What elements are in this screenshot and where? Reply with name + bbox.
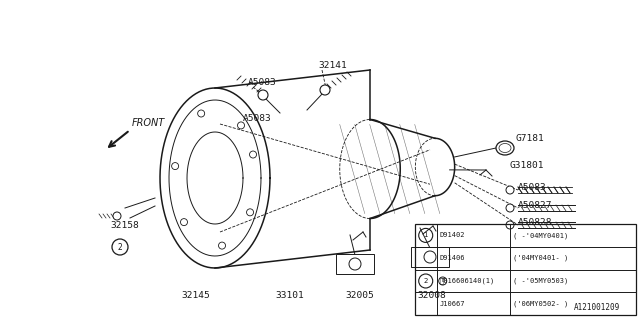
Text: 2: 2 (424, 278, 428, 284)
Text: A5083: A5083 (243, 114, 272, 123)
Text: A5083: A5083 (518, 182, 547, 191)
Text: 1: 1 (428, 254, 432, 260)
Text: FRONT: FRONT (132, 118, 165, 128)
Text: D91406: D91406 (440, 255, 465, 261)
Text: A50828: A50828 (518, 218, 552, 227)
Text: 2: 2 (118, 243, 122, 252)
Text: 32141: 32141 (318, 60, 347, 69)
Circle shape (506, 186, 514, 194)
Text: ('06MY0502- ): ('06MY0502- ) (513, 300, 568, 307)
Text: A5083: A5083 (248, 77, 276, 86)
Text: 1: 1 (424, 232, 428, 238)
Circle shape (113, 212, 121, 220)
Text: ( -'04MY0401): ( -'04MY0401) (513, 232, 568, 239)
Text: Ⓑ016606140(1): Ⓑ016606140(1) (440, 278, 495, 284)
Text: 32145: 32145 (182, 291, 211, 300)
Text: ('04MY0401- ): ('04MY0401- ) (513, 255, 568, 261)
Text: A121001209: A121001209 (573, 303, 620, 312)
Ellipse shape (496, 141, 514, 155)
Text: B: B (441, 278, 444, 284)
Circle shape (258, 90, 268, 100)
Text: 1: 1 (353, 261, 357, 267)
Text: ( -'05MY0503): ( -'05MY0503) (513, 278, 568, 284)
Bar (415, 224, 636, 315)
Text: 32008: 32008 (418, 291, 446, 300)
Circle shape (506, 221, 514, 229)
FancyBboxPatch shape (411, 247, 449, 267)
FancyBboxPatch shape (336, 254, 374, 274)
Circle shape (320, 85, 330, 95)
Text: 32005: 32005 (346, 291, 374, 300)
Circle shape (506, 204, 514, 212)
Text: D91402: D91402 (440, 232, 465, 238)
Text: 32158: 32158 (110, 220, 139, 229)
Text: A50827: A50827 (518, 201, 552, 210)
Text: G31801: G31801 (510, 161, 545, 170)
Text: 33101: 33101 (276, 291, 305, 300)
Text: J10667: J10667 (440, 301, 465, 307)
Text: G7181: G7181 (515, 133, 544, 142)
